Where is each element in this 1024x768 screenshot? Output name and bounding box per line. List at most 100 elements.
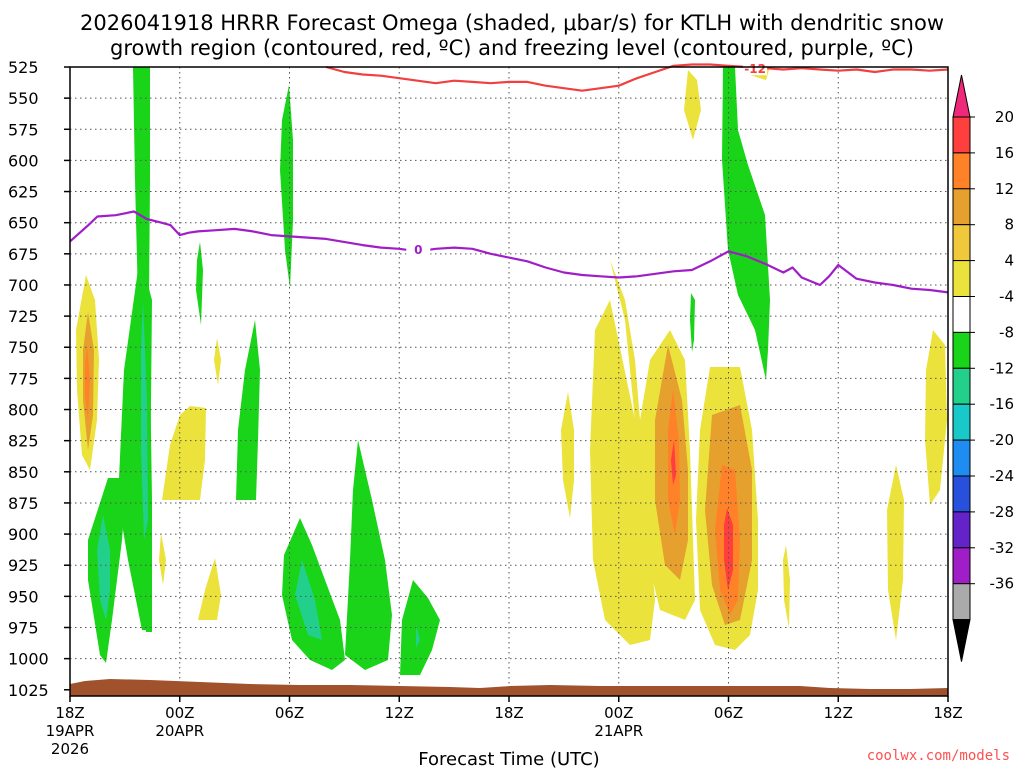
colorbar-segment [952,152,971,190]
colorbar-segment [952,583,971,621]
colorbar-label: -8 [999,323,1014,341]
colorbar-segment [952,475,971,513]
omega-region-yellow [162,406,206,500]
omega-region-green [282,518,345,670]
omega-region-teal [295,560,322,640]
plot-area: -12 0 [69,61,949,697]
y-tick-label: 600 [8,151,39,170]
y-tick-label: 875 [8,494,39,513]
omega-region-yellow [214,338,221,385]
colorbar-label: -4 [999,288,1014,306]
x-tick-label: 06Z [275,704,304,722]
y-tick-label: 625 [8,183,39,202]
y-tick-label: 750 [8,338,39,357]
colorbar-label: 20 [995,108,1014,126]
omega-region-yellow [590,300,655,645]
omega-region-red [671,440,676,485]
colorbar-label: 4 [1004,252,1014,270]
terrain-strip [70,679,948,696]
x-tick-label: 06Z [714,704,743,722]
omega-region-green [722,67,770,380]
y-tick-label: 700 [8,276,39,295]
omega-region-green [690,293,695,352]
colorbar-label: -36 [990,575,1015,593]
y-tick-label: 675 [8,245,39,264]
omega-region-yellow [159,533,166,585]
colorbar-segment [952,188,971,226]
omega-region-red [724,508,733,590]
y-tick-label: 950 [8,587,39,606]
y-tick-label: 900 [8,525,39,544]
chart-title-line1: 2026041918 HRRR Forecast Omega (shaded, … [80,11,944,35]
x-axis-title: Forecast Time (UTC) [418,749,599,768]
dgz-label: -12 [744,62,766,76]
colorbar-label: -20 [990,431,1015,449]
colorbar-segment [952,296,971,333]
colorbar-label: -32 [990,539,1015,557]
omega-region-teal [416,625,420,648]
colorbar-segment [952,403,971,441]
y-tick-label: 975 [8,618,39,637]
credit-text: coolwx.com/models [867,748,1010,764]
colorbar-label: 16 [995,144,1014,162]
x-tick-label: 18Z [933,704,962,722]
omega-region-yellow [925,330,947,505]
colorbar-label: -28 [990,503,1015,521]
colorbar-segment [952,511,971,549]
omega-region-green [196,242,203,325]
x-tick-date-label: 21APR [594,722,643,740]
y-tick-label: 550 [8,89,39,108]
x-tick-label: 12Z [824,704,853,722]
colorbar-segment [952,224,971,262]
y-tick-label: 725 [8,307,39,326]
colorbar-segment [952,547,971,585]
colorbar-label: -12 [990,359,1015,377]
y-tick-label: 850 [8,463,39,482]
x-tick-label: 12Z [385,704,414,722]
y-tick-label: 775 [8,369,39,388]
x-tick-date-label: 19APR [46,722,95,740]
omega-region-teal [97,515,110,620]
x-tick-year-label: 2026 [51,740,89,758]
colorbar-segment [952,367,971,405]
omega-region-teal [141,300,148,540]
freezing-level-label: 0 [414,243,422,257]
dgz-line-label-bg [743,61,768,76]
y-tick-label: 925 [8,556,39,575]
colorbar-label: -24 [990,467,1015,485]
x-tick-label: 00Z [604,704,633,722]
omega-region-yellow [198,558,221,620]
colorbar-label: 8 [1004,216,1014,234]
x-tick-label: 00Z [165,704,194,722]
chart-title-line2: growth region (contoured, red, ºC) and f… [110,36,914,60]
freezing-level-line-label-bg [406,241,431,256]
x-tick-date-label: 20APR [155,722,204,740]
y-tick-label: 650 [8,214,39,233]
omega-region-orange [85,345,90,420]
omega-region-green [345,440,392,670]
y-tick-label: 800 [8,401,39,420]
x-tick-label: 18Z [55,704,84,722]
colorbar-bottom-triangle [952,619,971,662]
y-tick-label: 575 [8,120,39,139]
colorbar-segment [952,260,971,298]
colorbar-segment [952,439,971,477]
y-tick-label: 1025 [8,681,49,700]
omega-region-yellow [561,392,574,518]
y-tick-label: 1000 [8,650,49,669]
x-tick-label: 18Z [494,704,523,722]
y-tick-label: 525 [8,58,39,77]
colorbar-label: -16 [990,395,1015,413]
y-axis: 525 550 575 600 625 650 675 700 725 750 775 800 825 8… [8,58,70,700]
omega-region-yellow [783,545,790,628]
colorbar: 20 16 12 8 4 -4 -8 -12 -16 -20 -24 -28 -32 -36 [952,74,1015,662]
omega-region-yellow [684,70,701,140]
dgz-line [325,63,949,92]
colorbar-segment [952,331,971,369]
freezing-level-line [69,210,949,294]
freezing-level-contour: 0 [69,210,949,294]
dgz-contour: -12 [325,61,949,92]
